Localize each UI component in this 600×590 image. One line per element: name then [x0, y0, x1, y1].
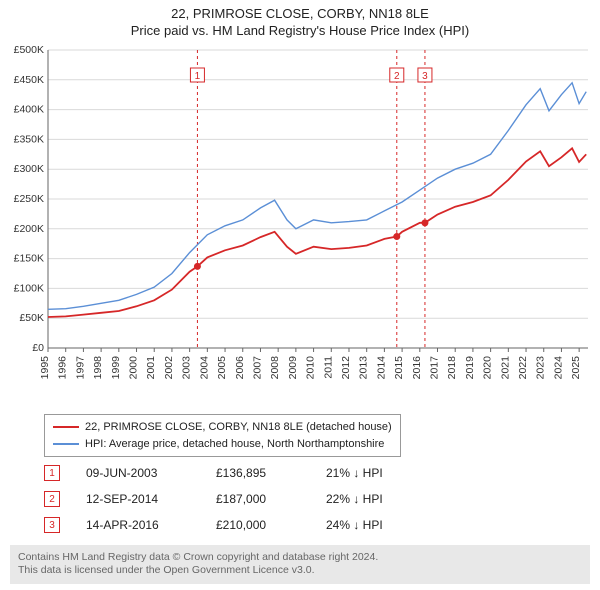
- title-line1: 22, PRIMROSE CLOSE, CORBY, NN18 8LE: [0, 6, 600, 23]
- transaction-price: £187,000: [216, 492, 326, 506]
- legend-item: HPI: Average price, detached house, Nort…: [53, 436, 392, 453]
- y-tick-label: £0: [32, 342, 44, 354]
- x-tick-label: 2011: [322, 356, 334, 379]
- x-tick-label: 1997: [74, 356, 86, 380]
- transaction-marker-badge: 2: [44, 491, 60, 507]
- transaction-row: 1 09-JUN-2003£136,89521% ↓ HPI: [44, 460, 426, 486]
- x-tick-label: 2023: [535, 356, 547, 380]
- transaction-diff: 21% ↓ HPI: [326, 466, 426, 480]
- footer-line2: This data is licensed under the Open Gov…: [18, 564, 582, 578]
- price-chart: £0 £50K £100K £150K £200K £250K £300K £350K £400…: [0, 44, 600, 404]
- x-tick-label: 2012: [340, 356, 352, 380]
- transaction-date: 12-SEP-2014: [86, 492, 216, 506]
- transaction-row: 3 14-APR-2016£210,00024% ↓ HPI: [44, 512, 426, 538]
- y-tick-label: £50K: [19, 312, 44, 324]
- transaction-date: 09-JUN-2003: [86, 466, 216, 480]
- y-tick-label: £100K: [14, 282, 44, 294]
- x-tick-label: 2024: [552, 356, 564, 380]
- title-line2: Price paid vs. HM Land Registry's House …: [0, 23, 600, 40]
- licence-footer: Contains HM Land Registry data © Crown c…: [10, 545, 590, 584]
- y-tick-label: £450K: [14, 74, 44, 86]
- x-tick-label: 2003: [181, 356, 193, 380]
- marker-dot: [194, 263, 201, 270]
- x-tick-label: 2019: [464, 356, 476, 380]
- y-tick-label: £200K: [14, 223, 44, 235]
- x-tick-label: 2007: [251, 356, 263, 380]
- x-tick-label: 2022: [517, 356, 529, 380]
- chart-title: 22, PRIMROSE CLOSE, CORBY, NN18 8LE Pric…: [0, 0, 600, 40]
- x-tick-label: 2014: [375, 356, 387, 380]
- transaction-price: £136,895: [216, 466, 326, 480]
- x-tick-label: 2001: [145, 356, 157, 380]
- x-tick-label: 2009: [287, 356, 299, 380]
- transaction-marker-badge: 1: [44, 465, 60, 481]
- legend-swatch: [53, 443, 79, 445]
- marker-badge-number: 1: [195, 71, 201, 82]
- y-tick-label: £250K: [14, 193, 44, 205]
- x-tick-label: 2005: [216, 356, 228, 380]
- x-tick-label: 2006: [234, 356, 246, 380]
- series-hpi: [48, 83, 586, 309]
- x-tick-label: 2008: [269, 356, 281, 380]
- y-tick-label: £400K: [14, 104, 44, 116]
- y-tick-label: £300K: [14, 163, 44, 175]
- x-tick-label: 2002: [163, 356, 175, 380]
- legend: 22, PRIMROSE CLOSE, CORBY, NN18 8LE (det…: [44, 414, 401, 457]
- x-tick-label: 2021: [499, 356, 511, 380]
- marker-badge-number: 2: [394, 71, 400, 82]
- footer-line1: Contains HM Land Registry data © Crown c…: [18, 551, 582, 565]
- x-tick-label: 2025: [570, 356, 582, 380]
- y-tick-label: £350K: [14, 133, 44, 145]
- y-tick-label: £500K: [14, 44, 44, 56]
- x-tick-label: 1998: [92, 356, 104, 380]
- legend-label: 22, PRIMROSE CLOSE, CORBY, NN18 8LE (det…: [85, 419, 392, 436]
- x-tick-label: 2013: [358, 356, 370, 380]
- x-tick-label: 2017: [429, 356, 441, 380]
- legend-swatch: [53, 426, 79, 428]
- x-tick-label: 2020: [482, 356, 494, 380]
- x-tick-label: 2000: [128, 356, 140, 380]
- transaction-date: 14-APR-2016: [86, 518, 216, 532]
- x-tick-label: 2010: [305, 356, 317, 380]
- legend-label: HPI: Average price, detached house, Nort…: [85, 436, 384, 453]
- marker-badge-number: 3: [422, 71, 428, 82]
- x-tick-label: 2015: [393, 356, 405, 380]
- transaction-diff: 22% ↓ HPI: [326, 492, 426, 506]
- marker-dot: [421, 219, 428, 226]
- legend-item: 22, PRIMROSE CLOSE, CORBY, NN18 8LE (det…: [53, 419, 392, 436]
- transaction-diff: 24% ↓ HPI: [326, 518, 426, 532]
- marker-dot: [393, 233, 400, 240]
- x-tick-label: 2004: [198, 356, 210, 380]
- transaction-row: 2 12-SEP-2014£187,00022% ↓ HPI: [44, 486, 426, 512]
- y-tick-label: £150K: [14, 253, 44, 265]
- x-tick-label: 1996: [57, 356, 69, 380]
- transaction-price: £210,000: [216, 518, 326, 532]
- x-tick-label: 2018: [446, 356, 458, 380]
- transaction-marker-badge: 3: [44, 517, 60, 533]
- series-price_paid: [48, 148, 586, 317]
- x-tick-label: 2016: [411, 356, 423, 380]
- transaction-table: 1 09-JUN-2003£136,89521% ↓ HPI 2 12-SEP-201…: [44, 460, 426, 538]
- x-tick-label: 1999: [110, 356, 122, 380]
- x-tick-label: 1995: [39, 356, 51, 380]
